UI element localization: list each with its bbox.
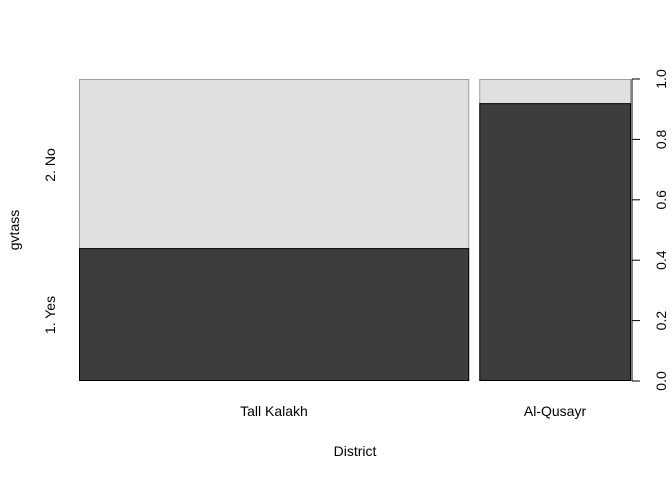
- right-axis-tick-label: 0.2: [653, 311, 669, 331]
- level-label-yes: 1. Yes: [42, 296, 58, 334]
- right-axis-tick-label: 0.6: [653, 190, 669, 210]
- right-axis-tick-label: 0.8: [653, 129, 669, 149]
- right-axis-tick-label: 0.0: [653, 371, 669, 391]
- level-label-no: 2. No: [42, 148, 58, 182]
- right-axis-tick-label: 0.4: [653, 250, 669, 270]
- category-label-tall-kalakh: Tall Kalakh: [240, 403, 308, 419]
- right-axis: 0.0 0.2 0.4 0.6 0.8 1.0: [631, 69, 669, 391]
- bar-tall-kalakh-no: [79, 79, 470, 250]
- bar-al-qusayr-no: [479, 79, 631, 105]
- y-axis-title: gvtass: [6, 210, 22, 250]
- bar-group: [79, 79, 631, 381]
- bar-tall-kalakh-yes: [79, 248, 470, 381]
- bar-al-qusayr-yes: [479, 103, 631, 381]
- right-axis-tick-label: 1.0: [653, 69, 669, 89]
- category-label-al-qusayr: Al-Qusayr: [524, 403, 587, 419]
- x-axis-title: District: [334, 443, 377, 459]
